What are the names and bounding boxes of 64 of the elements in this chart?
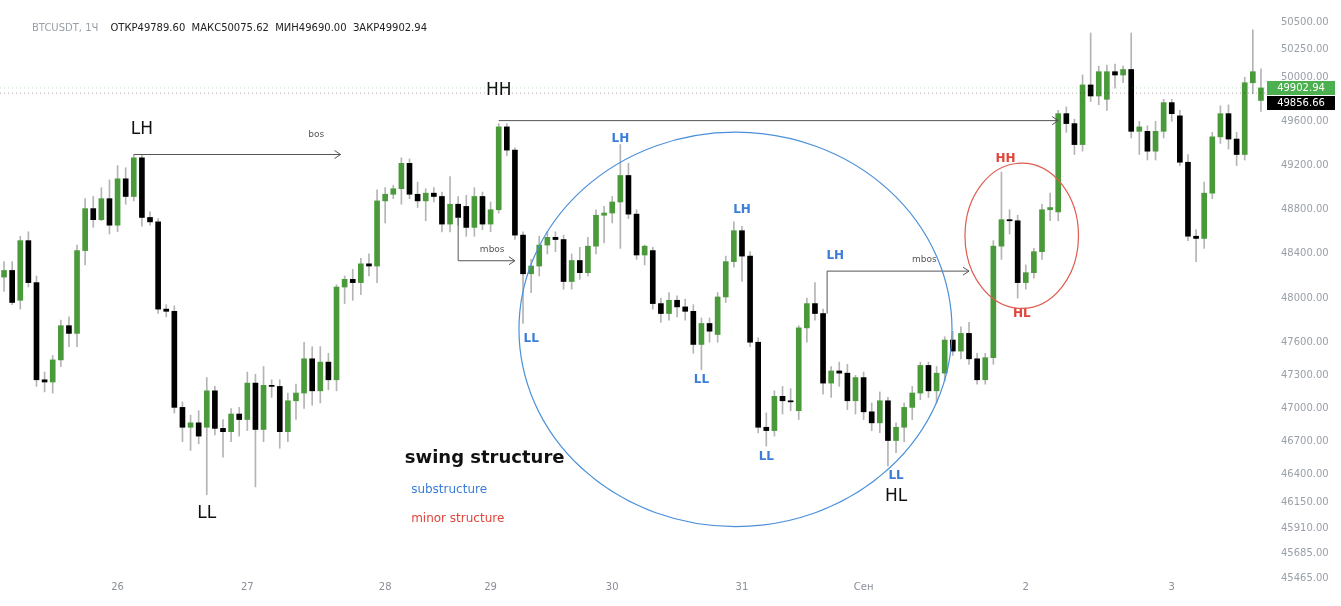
candlestick (1047, 192, 1053, 222)
x-tick-label: 3 (1168, 580, 1175, 592)
annotation: LH (611, 131, 630, 146)
annotation: mbos (912, 253, 938, 264)
y-tick-label: 48400.00 (1281, 247, 1329, 259)
x-tick-label: 27 (240, 580, 254, 592)
x-tick-label: Сен (853, 580, 874, 592)
candlestick (293, 383, 299, 420)
y-tick-label: 48800.00 (1281, 203, 1329, 215)
candlestick (1136, 121, 1143, 155)
y-tick-label: 47300.00 (1281, 368, 1329, 380)
y-tick-label: 46400.00 (1281, 468, 1329, 480)
y-tick-label: 49600.00 (1281, 114, 1329, 126)
y-tick-label: 45465.00 (1281, 571, 1329, 583)
ref-line-label: 49856.66 (1277, 96, 1325, 108)
y-tick-label: 45910.00 (1281, 522, 1329, 534)
candlestick (220, 419, 226, 458)
chart-title: BTCUSDT, 1Ч (32, 21, 99, 33)
candlestick (1193, 229, 1199, 262)
annotation: LH (826, 248, 845, 263)
y-tick-label: 50250.00 (1281, 43, 1329, 55)
x-tick-label: 2 (1022, 580, 1029, 592)
candlestick (1, 261, 7, 292)
ref-line-label: 49902.94 (1277, 81, 1325, 93)
y-tick-label: 50500.00 (1281, 15, 1329, 27)
x-tick-label: 31 (735, 580, 749, 592)
annotation: HH (485, 78, 512, 99)
y-tick-label: 48000.00 (1281, 291, 1329, 303)
x-tick-label: 26 (111, 580, 124, 592)
annotation: HL (1012, 305, 1031, 320)
candlestick (382, 187, 389, 224)
chart-subtitle: ОТКР49789.60 МАКС50075.62 МИН49690.00 ЗАКР49902.94 (110, 21, 428, 33)
candlestick (163, 304, 170, 318)
x-tick-label: 29 (484, 580, 497, 592)
annotation: bos (308, 128, 325, 139)
annotation: HH (995, 151, 1016, 166)
x-tick-label: 28 (378, 580, 392, 592)
y-tick-label: 45685.00 (1281, 547, 1329, 559)
candlestick (601, 206, 607, 244)
annotation: substructure (411, 481, 488, 496)
y-tick-label: 46700.00 (1281, 435, 1329, 447)
candlestick (1112, 63, 1118, 89)
y-tick-label: 47000.00 (1281, 402, 1329, 414)
candlestick (349, 269, 356, 301)
candlestick (763, 412, 770, 447)
annotation: LL (693, 371, 710, 386)
annotation: LL (523, 331, 540, 346)
y-tick-label: 49200.00 (1281, 159, 1329, 171)
y-tick-label: 47600.00 (1281, 335, 1329, 347)
candlestick (1250, 29, 1256, 95)
annotation: LL (758, 449, 775, 464)
annotation: LL (197, 501, 217, 522)
y-tick-label: 50000.00 (1281, 70, 1329, 82)
candlestick (236, 407, 243, 437)
x-tick-label: 30 (605, 580, 619, 592)
annotation: swing structure (404, 446, 565, 468)
candlestick (422, 188, 429, 222)
annotation: LH (130, 117, 154, 138)
annotation: minor structure (411, 510, 505, 525)
annotation: LL (888, 467, 905, 482)
annotation: HL (884, 485, 908, 506)
annotation: LH (733, 201, 751, 216)
y-tick-label: 46150.00 (1281, 495, 1329, 507)
annotation: mbos (479, 243, 505, 254)
